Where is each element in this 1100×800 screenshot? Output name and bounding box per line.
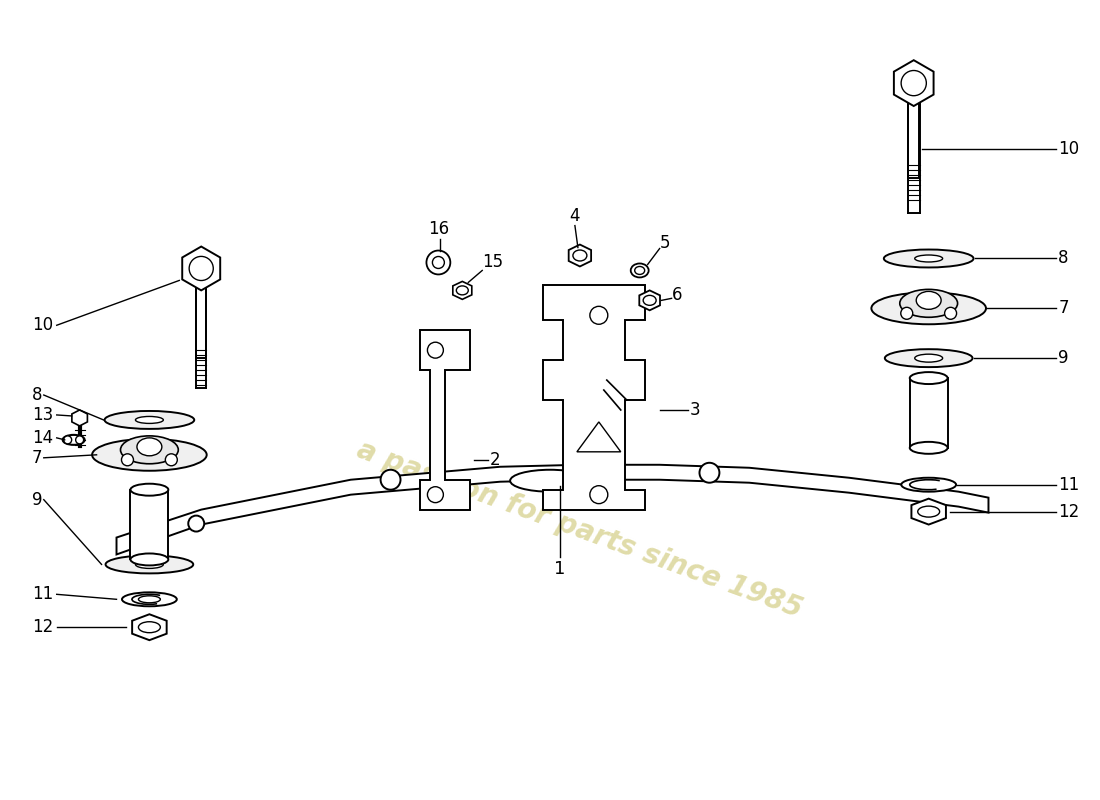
Text: 6: 6 <box>672 286 682 304</box>
Circle shape <box>432 257 444 269</box>
Ellipse shape <box>510 470 590 492</box>
Bar <box>909 103 920 178</box>
Bar <box>196 286 206 358</box>
Ellipse shape <box>883 250 974 267</box>
Text: 7: 7 <box>1058 299 1069 318</box>
Polygon shape <box>420 330 471 510</box>
Ellipse shape <box>122 592 177 606</box>
Ellipse shape <box>139 622 161 633</box>
Polygon shape <box>72 410 87 426</box>
Ellipse shape <box>121 436 178 464</box>
Ellipse shape <box>136 438 162 456</box>
Circle shape <box>381 470 400 490</box>
Circle shape <box>428 486 443 502</box>
Text: 12: 12 <box>1058 502 1079 521</box>
Ellipse shape <box>900 290 958 318</box>
Ellipse shape <box>901 478 956 492</box>
Circle shape <box>590 486 608 504</box>
Text: 7: 7 <box>32 449 42 466</box>
Circle shape <box>901 70 926 96</box>
Ellipse shape <box>573 250 587 261</box>
Ellipse shape <box>135 561 163 569</box>
Ellipse shape <box>139 596 161 602</box>
Text: 9: 9 <box>32 490 42 509</box>
Text: 1: 1 <box>554 561 565 578</box>
Text: 4: 4 <box>570 206 580 225</box>
Circle shape <box>427 250 450 274</box>
Polygon shape <box>639 290 660 310</box>
Text: 11: 11 <box>32 586 53 603</box>
Polygon shape <box>894 60 934 106</box>
Ellipse shape <box>884 349 972 367</box>
Ellipse shape <box>917 506 939 517</box>
Text: 9: 9 <box>1058 349 1069 367</box>
Text: 15: 15 <box>482 254 504 271</box>
Text: 2: 2 <box>491 450 501 469</box>
Ellipse shape <box>63 435 85 445</box>
Circle shape <box>165 454 177 466</box>
Circle shape <box>76 436 84 444</box>
Text: 11: 11 <box>1058 476 1079 494</box>
Text: 3: 3 <box>690 401 700 419</box>
Ellipse shape <box>131 554 168 566</box>
Ellipse shape <box>106 555 194 574</box>
Ellipse shape <box>456 286 469 295</box>
Ellipse shape <box>135 417 163 423</box>
Polygon shape <box>543 286 645 510</box>
Ellipse shape <box>910 442 947 454</box>
Circle shape <box>64 436 72 444</box>
Ellipse shape <box>92 439 207 470</box>
Text: 8: 8 <box>32 386 42 404</box>
Ellipse shape <box>644 295 656 306</box>
Polygon shape <box>912 498 946 525</box>
Text: 12: 12 <box>32 618 53 636</box>
Circle shape <box>121 454 133 466</box>
Polygon shape <box>183 246 220 290</box>
Text: 10: 10 <box>32 316 53 334</box>
Polygon shape <box>132 614 167 640</box>
Text: 8: 8 <box>1058 250 1069 267</box>
Circle shape <box>428 342 443 358</box>
Text: 14: 14 <box>32 429 53 447</box>
Ellipse shape <box>915 255 943 262</box>
Ellipse shape <box>910 372 947 384</box>
Ellipse shape <box>635 266 645 274</box>
Text: 13: 13 <box>32 406 53 424</box>
Text: 16: 16 <box>428 219 449 238</box>
Ellipse shape <box>916 291 942 310</box>
Circle shape <box>945 307 957 319</box>
Bar <box>910 378 947 448</box>
Ellipse shape <box>915 354 943 362</box>
Text: 10: 10 <box>1058 140 1079 158</box>
Polygon shape <box>117 465 989 554</box>
Polygon shape <box>576 422 620 452</box>
Text: 5: 5 <box>660 234 670 251</box>
Circle shape <box>590 306 608 324</box>
Ellipse shape <box>131 484 168 496</box>
Circle shape <box>189 257 213 281</box>
Ellipse shape <box>104 411 195 429</box>
Ellipse shape <box>871 292 986 324</box>
Bar <box>131 490 168 559</box>
Text: a passion for parts since 1985: a passion for parts since 1985 <box>353 436 806 623</box>
Polygon shape <box>569 245 591 266</box>
Ellipse shape <box>630 263 649 278</box>
Circle shape <box>700 462 719 482</box>
Circle shape <box>188 515 205 531</box>
Circle shape <box>901 307 913 319</box>
Polygon shape <box>453 282 472 299</box>
